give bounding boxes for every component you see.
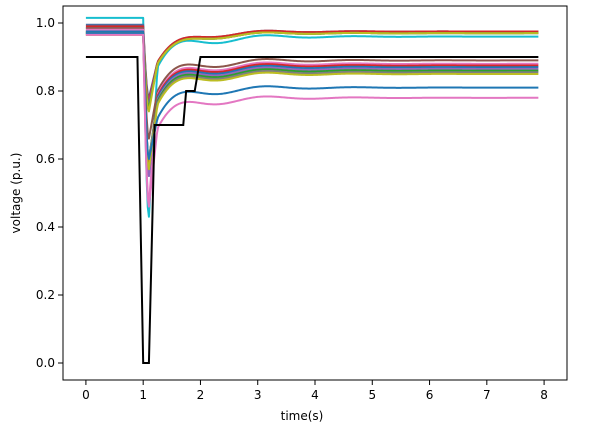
- series-line: [85, 16, 539, 218]
- series-line: [85, 32, 539, 160]
- x-tick-label: 7: [483, 388, 491, 402]
- y-ticks: 0.0 0.2 0.4 0.6 0.8 1.0: [36, 16, 63, 370]
- reference-line: [85, 56, 539, 364]
- y-axis-label: voltage (p.u.): [9, 153, 23, 234]
- y-tick-label: 0.0: [36, 356, 55, 370]
- x-tick-label: 3: [254, 388, 262, 402]
- series-line: [85, 31, 539, 113]
- x-tick-label: 2: [197, 388, 205, 402]
- series-line: [85, 27, 539, 140]
- x-tick-label: 0: [82, 388, 90, 402]
- y-tick-label: 1.0: [36, 16, 55, 30]
- y-tick-label: 0.2: [36, 288, 55, 302]
- x-ticks: 0 1 2 3 4 5 6 7 8: [82, 380, 548, 402]
- reference-layer: [85, 56, 539, 364]
- y-tick-label: 0.6: [36, 152, 55, 166]
- y-tick-label: 0.8: [36, 84, 55, 98]
- series-layer: [85, 16, 539, 218]
- x-tick-label: 4: [311, 388, 319, 402]
- x-tick-label: 5: [368, 388, 376, 402]
- x-tick-label: 6: [426, 388, 434, 402]
- x-axis-label: time(s): [281, 409, 324, 423]
- y-tick-label: 0.4: [36, 220, 55, 234]
- series-line: [85, 33, 539, 208]
- x-tick-label: 8: [540, 388, 548, 402]
- x-tick-label: 1: [139, 388, 147, 402]
- series-line: [85, 33, 539, 171]
